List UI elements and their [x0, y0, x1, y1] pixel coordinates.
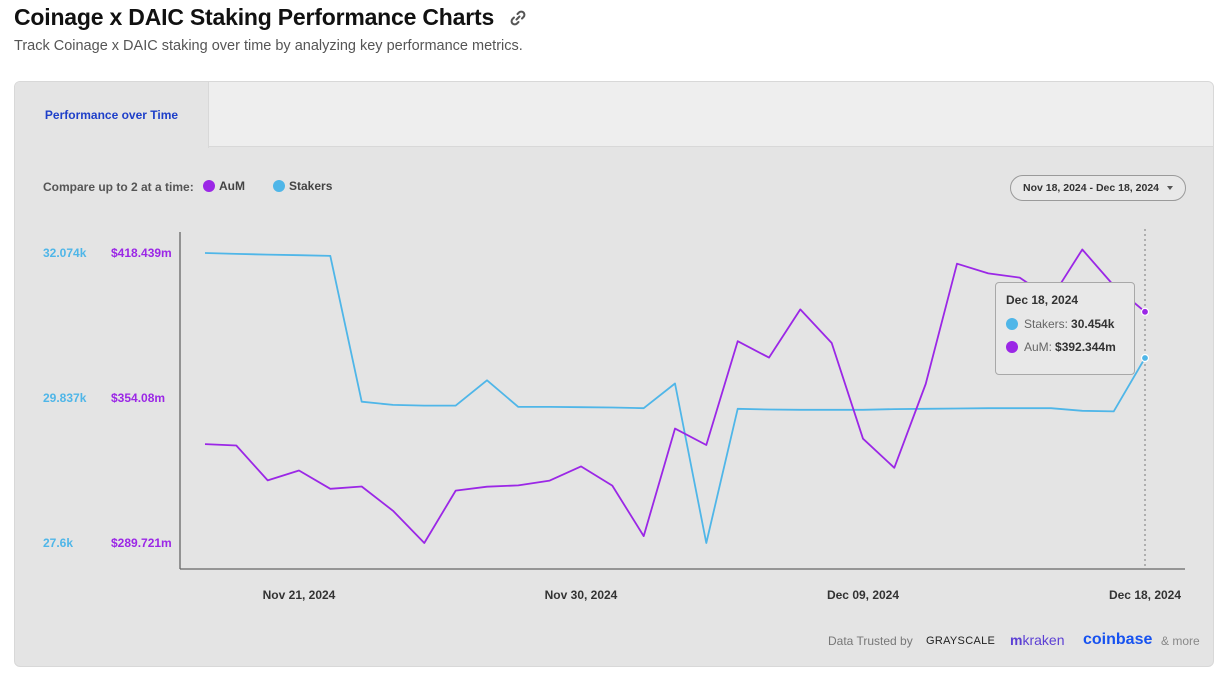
tooltip-label-aum: AuM: — [1024, 340, 1053, 354]
tooltip-value-aum: $392.344m — [1055, 340, 1116, 354]
kraken-mark-icon: m — [1010, 632, 1023, 648]
tab-performance-over-time[interactable]: Performance over Time — [15, 82, 209, 148]
left-axis-tick: 32.074k — [43, 246, 87, 260]
hover-point-aum — [1140, 307, 1150, 316]
left-axis-tick: 29.837k — [43, 391, 87, 405]
series-line-aum — [204, 248, 1146, 544]
page-title: Coinage x DAIC Staking Performance Chart… — [14, 4, 495, 30]
right-axis-tick: $354.08m — [111, 391, 166, 405]
legend-item-aum[interactable]: AuM — [203, 179, 245, 193]
date-range-value: Nov 18, 2024 - Dec 18, 2024 — [1022, 182, 1159, 194]
right-axis-tick: $418.439m — [111, 246, 172, 260]
tooltip-row-stakers: Stakers: 30.454k — [1006, 317, 1124, 331]
line-chart: Nov 21, 2024 Nov 30, 2024 Dec 09, 2024 Dec … — [179, 229, 1185, 602]
tooltip-dot-stakers — [1006, 318, 1018, 330]
title-row: Coinage x DAIC Staking Performance Chart… — [14, 4, 528, 31]
x-axis-tick: Nov 21, 2024 — [263, 588, 336, 602]
tab-bar: Performance over Time — [15, 82, 1213, 148]
coinbase-logo: coinbase — [1083, 631, 1153, 648]
tooltip-label-stakers: Stakers: — [1024, 317, 1069, 331]
date-range-dropdown[interactable]: Nov 18, 2024 - Dec 18, 2024 — [1010, 175, 1186, 201]
tooltip-dot-aum — [1006, 341, 1018, 353]
trusted-label: Data Trusted by — [828, 634, 913, 648]
legend-dot-stakers — [273, 180, 285, 192]
legend-label-stakers: Stakers — [289, 179, 333, 193]
page-subtitle: Track Coinage x DAIC staking over time b… — [14, 38, 523, 54]
kraken-logo: mkraken — [1010, 632, 1064, 648]
series-line-stakers — [204, 252, 1146, 544]
x-axis-tick: Dec 09, 2024 — [827, 588, 899, 602]
link-icon[interactable] — [508, 8, 528, 28]
tooltip-row-aum: AuM: $392.344m — [1006, 340, 1124, 354]
legend-item-stakers[interactable]: Stakers — [273, 179, 332, 193]
kraken-logo-text: kraken — [1022, 632, 1065, 648]
grayscale-logo: GRAYSCALE — [926, 635, 996, 647]
chart-tooltip: Dec 18, 2024 Stakers: 30.454k AuM: $392.… — [995, 282, 1135, 375]
x-axis-tick: Dec 18, 2024 — [1109, 588, 1181, 602]
left-axis-tick: 27.6k — [43, 536, 74, 550]
tooltip-date: Dec 18, 2024 — [1006, 293, 1079, 307]
more-label: & more — [1161, 634, 1200, 648]
hover-point-stakers — [1140, 353, 1150, 363]
chevron-down-icon — [1167, 186, 1173, 190]
x-axis-tick: Nov 30, 2024 — [545, 588, 618, 602]
right-axis-tick: $289.721m — [111, 536, 172, 550]
compare-label: Compare up to 2 at a time: — [43, 180, 194, 194]
tooltip-value-stakers: 30.454k — [1071, 317, 1115, 331]
legend-dot-aum — [203, 180, 215, 192]
chart-panel: Performance over Time Compare up to 2 at… — [14, 81, 1214, 667]
legend-label-aum: AuM — [219, 179, 245, 193]
